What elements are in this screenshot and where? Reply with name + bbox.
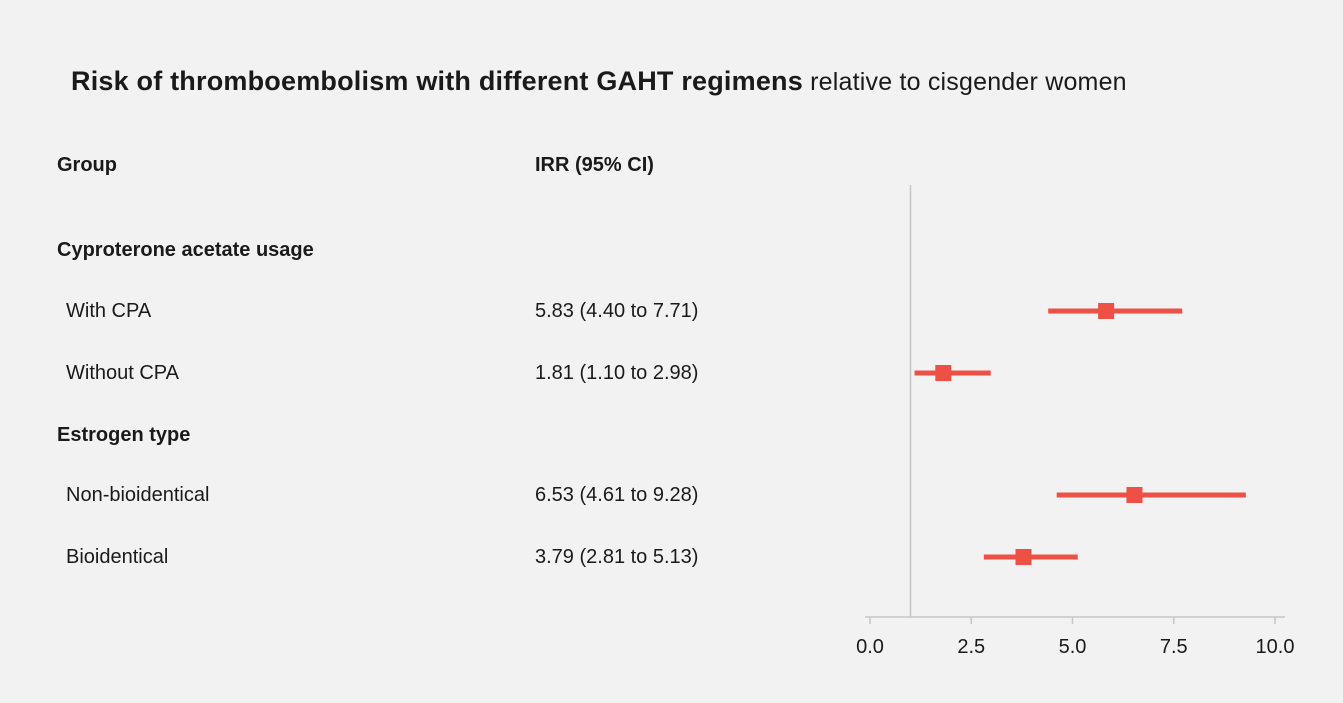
row-label-non-bioidentical: Non-bioidentical bbox=[66, 484, 210, 506]
row-label-with-cpa: With CPA bbox=[66, 300, 152, 322]
column-header-irr: IRR (95% CI) bbox=[535, 154, 654, 176]
point-estimate-marker bbox=[1126, 487, 1143, 503]
section-heading-cpa: Cyproterone acetate usage bbox=[57, 239, 314, 261]
x-tick-label: 7.5 bbox=[1160, 636, 1188, 658]
row-label-bioidentical: Bioidentical bbox=[66, 546, 169, 568]
row-label-without-cpa: Without CPA bbox=[66, 362, 179, 384]
section-heading-estrogen: Estrogen type bbox=[57, 424, 191, 446]
row-value-non-bioidentical: 6.53 (4.61 to 9.28) bbox=[535, 484, 699, 506]
x-tick-label: 5.0 bbox=[1059, 636, 1087, 658]
chart-title: Risk of thromboembolism with different G… bbox=[71, 66, 1127, 97]
x-tick-label: 2.5 bbox=[957, 636, 985, 658]
row-value-with-cpa: 5.83 (4.40 to 7.71) bbox=[535, 300, 699, 322]
x-tick-label: 10.0 bbox=[1256, 636, 1295, 658]
point-estimate-marker bbox=[935, 365, 952, 381]
point-estimate-marker bbox=[1098, 303, 1115, 319]
forest-plot: 0.0 2.5 5.0 7.5 10.0 bbox=[856, 185, 1295, 658]
row-value-without-cpa: 1.81 (1.10 to 2.98) bbox=[535, 362, 699, 384]
point-estimate-marker bbox=[1015, 549, 1032, 565]
chart-title-main: Risk of thromboembolism with different G… bbox=[71, 66, 803, 96]
row-value-bioidentical: 3.79 (2.81 to 5.13) bbox=[535, 546, 699, 568]
x-tick-label: 0.0 bbox=[856, 636, 884, 658]
chart-title-suffix: relative to cisgender women bbox=[802, 68, 1127, 96]
column-header-group: Group bbox=[57, 154, 117, 176]
